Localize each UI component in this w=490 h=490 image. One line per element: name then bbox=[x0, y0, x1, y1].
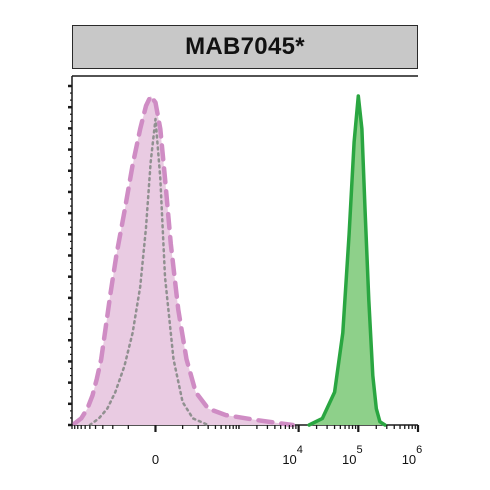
x-tick-label: 104 bbox=[282, 444, 303, 467]
x-tick-label: 0 bbox=[152, 452, 159, 467]
series-2-line bbox=[307, 94, 387, 427]
series-2-fill bbox=[309, 96, 385, 425]
x-tick-label: 105 bbox=[342, 444, 363, 467]
series-1-line bbox=[88, 117, 210, 427]
series-0-line bbox=[72, 93, 296, 428]
panel-title: MAB7045* bbox=[185, 33, 305, 60]
series-0-fill bbox=[74, 96, 293, 425]
x-tick-label: 106 bbox=[402, 444, 423, 467]
panel-header: MAB7045* bbox=[72, 25, 418, 69]
